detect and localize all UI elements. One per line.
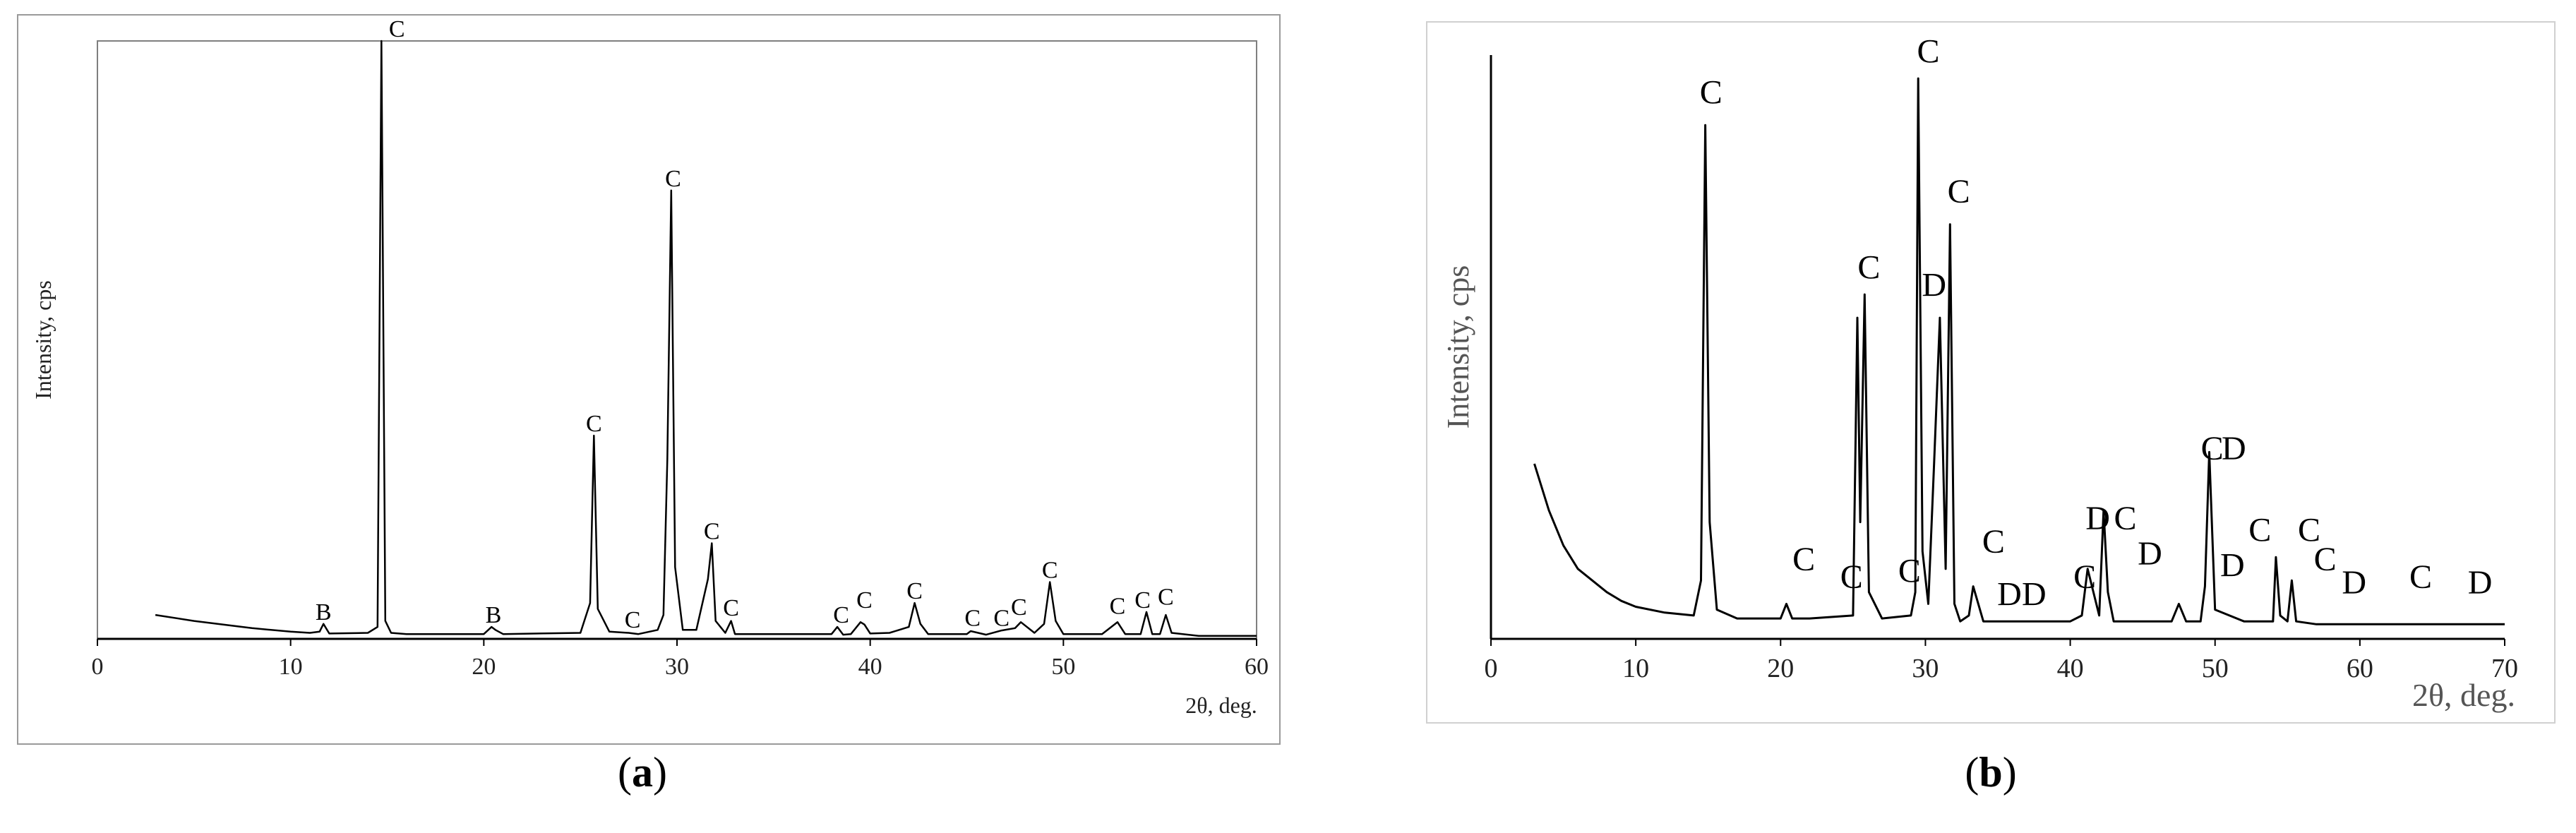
x-tick-label-0-10: 10 bbox=[279, 654, 303, 680]
x-axis-label-1: 2θ, deg. bbox=[2412, 677, 2515, 713]
peak-label-1-3: C bbox=[1857, 249, 1880, 287]
x-tick-label-1-10: 10 bbox=[1622, 654, 1649, 683]
caption-b: (b) bbox=[1965, 749, 2017, 796]
peak-label-0-16: C bbox=[1134, 587, 1151, 613]
peak-label-0-3: C bbox=[586, 411, 602, 437]
y-axis-label-0: Intensity, cps bbox=[30, 280, 56, 400]
peak-label-1-6: C bbox=[1840, 558, 1863, 596]
y-axis-label-1: Intensity, cps bbox=[1441, 265, 1475, 429]
peak-label-0-1: C bbox=[389, 16, 405, 42]
peak-label-1-15: C bbox=[2201, 430, 2224, 467]
x-tick-label-1-50: 50 bbox=[2202, 654, 2229, 683]
chart-panel-a bbox=[17, 14, 1281, 745]
peak-label-0-0: B bbox=[316, 599, 332, 625]
peak-label-0-5: C bbox=[665, 166, 681, 192]
x-tick-label-0-60: 60 bbox=[1245, 654, 1269, 680]
x-tick-label-1-20: 20 bbox=[1767, 654, 1794, 683]
x-tick-label-1-60: 60 bbox=[2347, 654, 2373, 683]
diffraction-pattern-0-0 bbox=[155, 40, 1257, 637]
peak-label-1-4: D bbox=[1922, 266, 1946, 304]
peak-label-1-2: C bbox=[1948, 173, 1970, 210]
x-tick-label-0-50: 50 bbox=[1051, 654, 1075, 680]
x-tick-label-1-30: 30 bbox=[1912, 654, 1939, 683]
peak-label-0-8: C bbox=[833, 602, 849, 628]
x-axis-label-0: 2θ, deg. bbox=[1185, 693, 1257, 718]
peak-label-1-23: D bbox=[2468, 564, 2493, 601]
peak-label-1-17: D bbox=[2220, 546, 2245, 584]
peak-label-0-2: B bbox=[486, 602, 502, 628]
peak-label-0-4: C bbox=[625, 607, 641, 633]
peak-label-1-19: C bbox=[2298, 512, 2320, 549]
diffraction-pattern-1-0 bbox=[1533, 77, 2505, 625]
peak-label-1-20: C bbox=[2314, 541, 2337, 578]
peak-label-1-14: D bbox=[2138, 535, 2162, 573]
peak-label-1-12: D bbox=[2085, 500, 2110, 537]
peak-label-1-7: C bbox=[1898, 553, 1921, 590]
x-tick-label-1-0: 0 bbox=[1485, 654, 1498, 683]
peak-label-1-5: C bbox=[1792, 541, 1815, 578]
peak-label-0-12: C bbox=[993, 605, 1010, 631]
x-tick-label-0-0: 0 bbox=[92, 654, 104, 680]
peak-label-1-9: D bbox=[1997, 576, 2022, 613]
chart-panel-b bbox=[1426, 21, 2556, 724]
peak-label-0-13: C bbox=[1011, 594, 1027, 621]
x-tick-label-0-30: 30 bbox=[665, 654, 689, 680]
peak-label-1-1: C bbox=[1917, 33, 1940, 71]
x-tick-label-0-20: 20 bbox=[472, 654, 496, 680]
x-tick-label-0-40: 40 bbox=[858, 654, 882, 680]
peak-label-0-15: C bbox=[1110, 593, 1126, 619]
peak-label-1-13: C bbox=[2114, 500, 2137, 537]
x-tick-label-1-40: 40 bbox=[2057, 654, 2084, 683]
peak-label-1-22: C bbox=[2409, 558, 2432, 596]
peak-label-1-21: D bbox=[2342, 564, 2366, 601]
peak-label-0-17: C bbox=[1158, 585, 1174, 611]
x-tick-label-1-70: 70 bbox=[2491, 654, 2518, 683]
caption-a: (a) bbox=[618, 749, 667, 796]
peak-label-1-8: C bbox=[1982, 523, 2005, 561]
peak-label-1-16: D bbox=[2222, 430, 2246, 467]
peak-label-0-14: C bbox=[1042, 558, 1058, 584]
peak-label-0-10: C bbox=[906, 578, 923, 604]
peak-label-0-11: C bbox=[964, 605, 981, 631]
peak-label-0-7: C bbox=[723, 595, 739, 621]
peak-label-0-9: C bbox=[856, 587, 873, 613]
peak-label-1-0: C bbox=[1700, 73, 1723, 111]
peak-label-1-18: C bbox=[2248, 512, 2271, 549]
plot-frame-0 bbox=[97, 40, 1257, 640]
peak-label-1-10: D bbox=[2022, 576, 2047, 613]
peak-label-0-6: C bbox=[704, 518, 720, 544]
peak-label-1-11: C bbox=[2073, 558, 2096, 596]
